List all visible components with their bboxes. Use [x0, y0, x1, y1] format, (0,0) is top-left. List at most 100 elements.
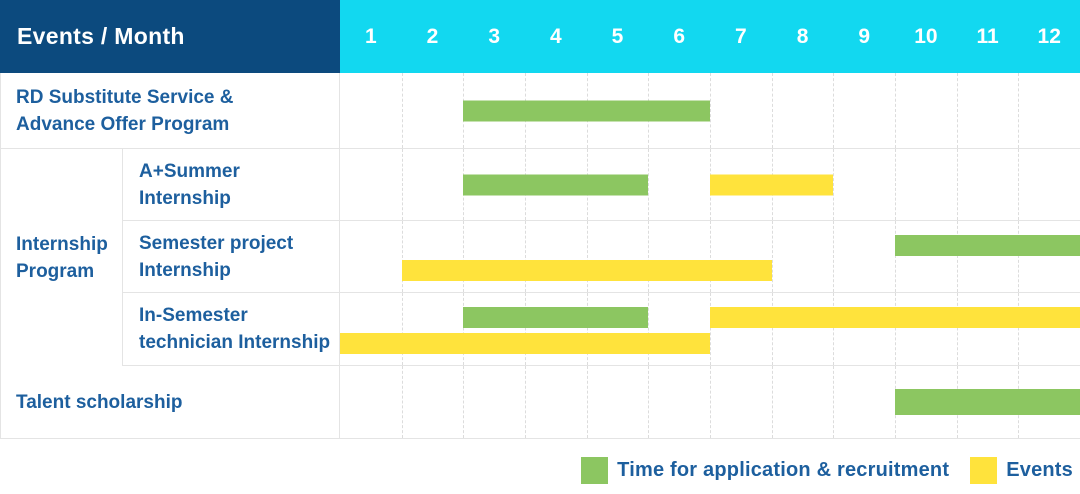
row-label-semester-project-internship: Semester project Internship: [123, 221, 340, 292]
month-gridline: [833, 149, 835, 220]
label-line: technician Internship: [139, 332, 331, 353]
month-gridline: [1018, 293, 1020, 365]
event-row-semester-project-internship: Semester project Internship: [123, 221, 1080, 293]
event-bar-semester-project-internship: [401, 260, 772, 281]
label-line: In-Semester: [139, 305, 248, 326]
label-line: Internship: [139, 187, 231, 209]
label-line: Talent scholarship: [16, 391, 183, 413]
month-gridline: [648, 149, 650, 220]
month-gridline: [956, 293, 958, 365]
month-gridline: [710, 221, 711, 292]
month-gridline: [771, 221, 773, 292]
chart-lane-a-plus-summer-internship: [340, 149, 1080, 220]
month-gridline: [956, 73, 958, 148]
month-gridline: [895, 73, 896, 148]
chart-lane-talent-scholarship: [340, 366, 1080, 438]
month-gridline: [586, 366, 588, 438]
application-legend-swatch: [581, 457, 609, 484]
month-gridline: [710, 293, 711, 365]
month-gridline: [525, 366, 526, 438]
label-line: Internship: [139, 259, 231, 281]
row-label-talent-scholarship: Talent scholarship: [1, 366, 340, 438]
header-events-month-cell: Events / Month: [0, 0, 340, 73]
month-gridline: [463, 366, 465, 438]
month-gridline: [648, 221, 650, 292]
label-line: Semester project: [139, 232, 294, 254]
event-bar-in-semester-technician-internship: [340, 333, 710, 354]
events-month-table: Events / Month 1 2 3 4 5 6 7 8 9 10 11 12 RD Substi…: [0, 0, 1080, 439]
month-gridline: [833, 366, 835, 438]
month-header-3: 3: [488, 24, 501, 48]
event-bar-a-plus-summer-internship: [710, 174, 834, 195]
table-header: Events / Month 1 2 3 4 5 6 7 8 9 10 11 12: [0, 0, 1080, 73]
application-legend-label: Time for application & recruitment: [617, 459, 950, 481]
chart-lane-semester-project-internship: [340, 221, 1080, 292]
internship-program-subrows: A+Summer Internship Semester project Intern…: [123, 149, 1080, 366]
label-line: A+Summer: [139, 160, 240, 182]
chart-lane-rd-substitute-service: [340, 73, 1080, 148]
label-line: Advance Offer Program: [16, 113, 230, 135]
month-header-7: 7: [735, 24, 747, 48]
month-gridline: [895, 293, 896, 365]
row-label-rd-substitute-service: RD Substitute Service & Advance Offer Pro…: [1, 73, 340, 148]
month-gridline: [1018, 221, 1020, 292]
application-bar-a-plus-summer-internship: [463, 174, 649, 195]
events-legend-label: Events: [1006, 459, 1073, 481]
application-bar-talent-scholarship: [895, 389, 1080, 415]
month-gridline: [710, 73, 711, 148]
month-header-12: 12: [1037, 24, 1061, 48]
label-line: RD Substitute Service &: [16, 86, 234, 108]
month-gridline: [648, 366, 650, 438]
event-row-in-semester-technician-internship: In-Semester technician Internship: [123, 293, 1080, 366]
month-gridline: [401, 293, 403, 365]
month-gridline: [525, 221, 526, 292]
month-gridline: [463, 293, 465, 365]
month-gridline: [401, 149, 403, 220]
month-header-4: 4: [550, 24, 562, 48]
month-header-5: 5: [611, 24, 624, 48]
month-header-9: 9: [858, 24, 871, 48]
month-gridline: [956, 221, 958, 292]
month-header-11: 11: [976, 24, 999, 48]
month-gridline: [956, 149, 958, 220]
application-bar-semester-project-internship: [895, 235, 1080, 256]
group-label-internship-program: Internship Program: [1, 149, 123, 366]
application-bar-rd-substitute-service: [463, 100, 710, 121]
table-body: RD Substitute Service & Advance Offer Pro…: [0, 73, 1080, 439]
month-gridline: [833, 73, 835, 148]
month-gridline: [525, 293, 526, 365]
month-header-8: 8: [796, 24, 809, 48]
month-gridline: [771, 366, 773, 438]
month-gridline: [895, 221, 896, 292]
month-gridline: [1018, 73, 1020, 148]
row-label-a-plus-summer-internship: A+Summer Internship: [123, 149, 340, 220]
event-row-talent-scholarship: Talent scholarship: [1, 366, 1080, 439]
internship-program-section: Internship Program A+Summer Internship Semes…: [1, 149, 1080, 366]
event-bar-in-semester-technician-internship: [710, 307, 1080, 328]
month-header-strip: 1 2 3 4 5 6 7 8 9 10 11 12: [340, 0, 1080, 73]
month-gridline: [833, 293, 835, 365]
month-gridline: [401, 221, 403, 292]
events-legend-swatch: [970, 457, 998, 484]
month-header-2: 2: [426, 24, 439, 48]
legend: Time for application & recruitment Event…: [581, 457, 1073, 484]
event-row-a-plus-summer-internship: A+Summer Internship: [123, 149, 1080, 221]
event-row-rd-substitute-service: RD Substitute Service & Advance Offer Pro…: [1, 73, 1080, 149]
month-header-1: 1: [364, 24, 377, 48]
month-gridline: [463, 221, 465, 292]
row-label-in-semester-technician-internship: In-Semester technician Internship: [123, 293, 340, 365]
month-gridline: [586, 221, 588, 292]
application-bar-in-semester-technician-internship: [463, 307, 649, 328]
label-line: Internship: [16, 233, 108, 255]
label-line: Program: [16, 260, 95, 282]
month-header-6: 6: [673, 24, 686, 48]
chart-lane-in-semester-technician-internship: [340, 293, 1080, 365]
month-gridline: [401, 366, 403, 438]
month-gridline: [586, 293, 588, 365]
month-gridline: [648, 293, 650, 365]
month-header-10: 10: [914, 24, 938, 48]
month-gridline: [771, 293, 773, 365]
month-gridline: [710, 366, 711, 438]
month-gridline: [895, 149, 896, 220]
